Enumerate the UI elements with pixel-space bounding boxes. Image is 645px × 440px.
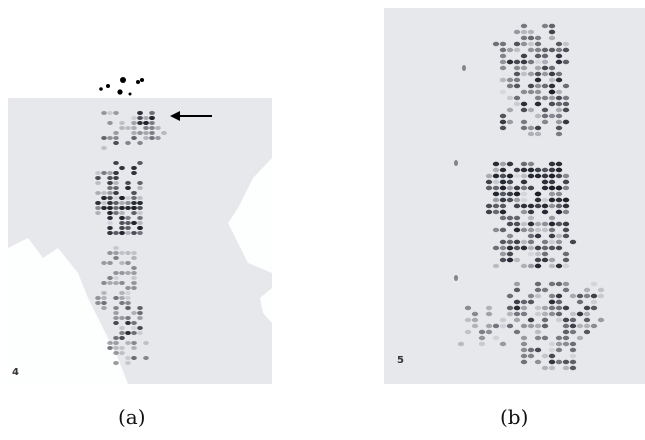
panel-number-a: 4	[12, 367, 19, 378]
gel-spots-b	[454, 23, 605, 371]
gel-spots-a	[8, 111, 272, 384]
gel-image-b: 5	[384, 8, 645, 384]
caption-b: (b)	[500, 405, 529, 429]
black-spots-a	[99, 77, 144, 96]
arrow-icon	[170, 111, 212, 121]
gel-image-a: 4	[8, 98, 272, 384]
panel-number-b: 5	[397, 355, 404, 366]
caption-a: (a)	[118, 405, 146, 429]
